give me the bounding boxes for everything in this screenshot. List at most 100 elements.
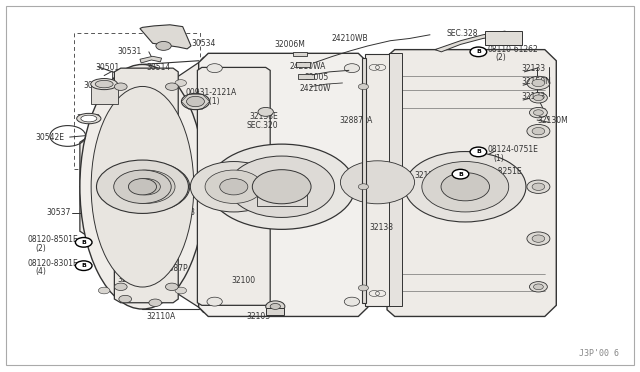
Circle shape xyxy=(534,284,543,290)
Text: 24210W: 24210W xyxy=(300,84,331,93)
Circle shape xyxy=(207,64,222,73)
Text: SEC.328: SEC.328 xyxy=(447,29,478,38)
Text: 32112: 32112 xyxy=(117,275,141,284)
Circle shape xyxy=(190,161,277,212)
Text: 08120-8251E: 08120-8251E xyxy=(472,167,523,176)
Circle shape xyxy=(229,156,335,217)
Circle shape xyxy=(103,161,189,212)
Text: 30534: 30534 xyxy=(191,39,216,48)
Circle shape xyxy=(527,125,550,138)
Circle shape xyxy=(529,108,547,118)
Bar xyxy=(293,52,307,56)
Ellipse shape xyxy=(91,78,118,90)
Circle shape xyxy=(358,285,369,291)
Polygon shape xyxy=(198,53,368,317)
Text: B: B xyxy=(81,240,86,245)
Circle shape xyxy=(358,84,369,90)
Text: 24210WB: 24210WB xyxy=(332,34,368,43)
Text: 32133: 32133 xyxy=(521,64,545,73)
Text: 30542E: 30542E xyxy=(36,133,65,142)
Circle shape xyxy=(99,80,110,86)
Circle shape xyxy=(470,47,486,57)
Text: 32110: 32110 xyxy=(147,170,170,179)
Bar xyxy=(298,74,314,79)
Text: B: B xyxy=(476,150,481,154)
Circle shape xyxy=(207,297,222,306)
Circle shape xyxy=(114,170,172,203)
Text: 30537: 30537 xyxy=(47,208,71,217)
Circle shape xyxy=(529,93,547,103)
Circle shape xyxy=(532,79,545,87)
Text: (4): (4) xyxy=(478,176,489,185)
Text: 08124-0751E: 08124-0751E xyxy=(487,145,538,154)
Text: 30542: 30542 xyxy=(76,114,100,123)
Polygon shape xyxy=(140,25,191,49)
Circle shape xyxy=(532,183,545,190)
Circle shape xyxy=(534,95,543,101)
Text: 32887PA: 32887PA xyxy=(339,116,372,125)
Circle shape xyxy=(175,287,186,294)
Circle shape xyxy=(115,83,127,90)
Circle shape xyxy=(181,93,209,110)
Text: 32139: 32139 xyxy=(415,171,438,180)
Text: 32133: 32133 xyxy=(521,92,545,101)
Circle shape xyxy=(115,283,127,291)
Text: (1): (1) xyxy=(493,154,504,163)
Text: 32887P: 32887P xyxy=(159,264,188,273)
Circle shape xyxy=(527,180,550,193)
Circle shape xyxy=(129,179,157,195)
Circle shape xyxy=(166,83,178,90)
Circle shape xyxy=(270,304,280,310)
Circle shape xyxy=(220,179,248,195)
Polygon shape xyxy=(140,56,162,63)
Circle shape xyxy=(532,128,545,135)
Circle shape xyxy=(132,179,161,195)
Text: B: B xyxy=(458,171,463,177)
Bar xyxy=(296,62,310,67)
Ellipse shape xyxy=(91,86,194,287)
Circle shape xyxy=(344,297,360,306)
Polygon shape xyxy=(389,53,402,307)
Circle shape xyxy=(97,160,188,214)
Circle shape xyxy=(344,64,360,73)
Circle shape xyxy=(452,169,468,179)
Bar xyxy=(266,308,284,315)
Circle shape xyxy=(470,147,486,157)
Text: SEC.320: SEC.320 xyxy=(246,122,278,131)
Polygon shape xyxy=(435,31,505,52)
Text: 32150N: 32150N xyxy=(521,77,551,86)
Circle shape xyxy=(166,283,178,291)
Polygon shape xyxy=(362,58,366,303)
Text: 08120-8301E: 08120-8301E xyxy=(28,259,78,267)
Circle shape xyxy=(404,151,526,222)
Circle shape xyxy=(149,299,162,307)
Text: B: B xyxy=(81,263,86,268)
Ellipse shape xyxy=(95,80,113,88)
Bar xyxy=(365,54,390,307)
Text: 30501: 30501 xyxy=(95,63,120,72)
Circle shape xyxy=(208,144,355,230)
Circle shape xyxy=(118,170,175,203)
Text: 32110E: 32110E xyxy=(100,208,129,217)
Polygon shape xyxy=(387,49,556,317)
Text: 32138: 32138 xyxy=(370,223,394,232)
Bar xyxy=(484,31,522,45)
Text: 32103: 32103 xyxy=(246,312,271,321)
Circle shape xyxy=(266,301,285,312)
Text: 30502: 30502 xyxy=(84,81,108,90)
Text: 32100: 32100 xyxy=(232,276,256,285)
Bar xyxy=(91,84,118,105)
Circle shape xyxy=(175,80,186,86)
Circle shape xyxy=(186,96,204,107)
Text: 30514: 30514 xyxy=(147,63,170,72)
Text: 08110-61262: 08110-61262 xyxy=(487,45,538,54)
Text: 32113: 32113 xyxy=(172,208,196,217)
Circle shape xyxy=(156,41,172,50)
Circle shape xyxy=(252,170,311,204)
Text: 32005: 32005 xyxy=(304,73,328,82)
Text: 32101E: 32101E xyxy=(366,177,395,186)
Circle shape xyxy=(205,170,262,203)
Circle shape xyxy=(358,184,369,190)
Text: (4): (4) xyxy=(36,267,47,276)
Text: 30531: 30531 xyxy=(117,47,141,56)
